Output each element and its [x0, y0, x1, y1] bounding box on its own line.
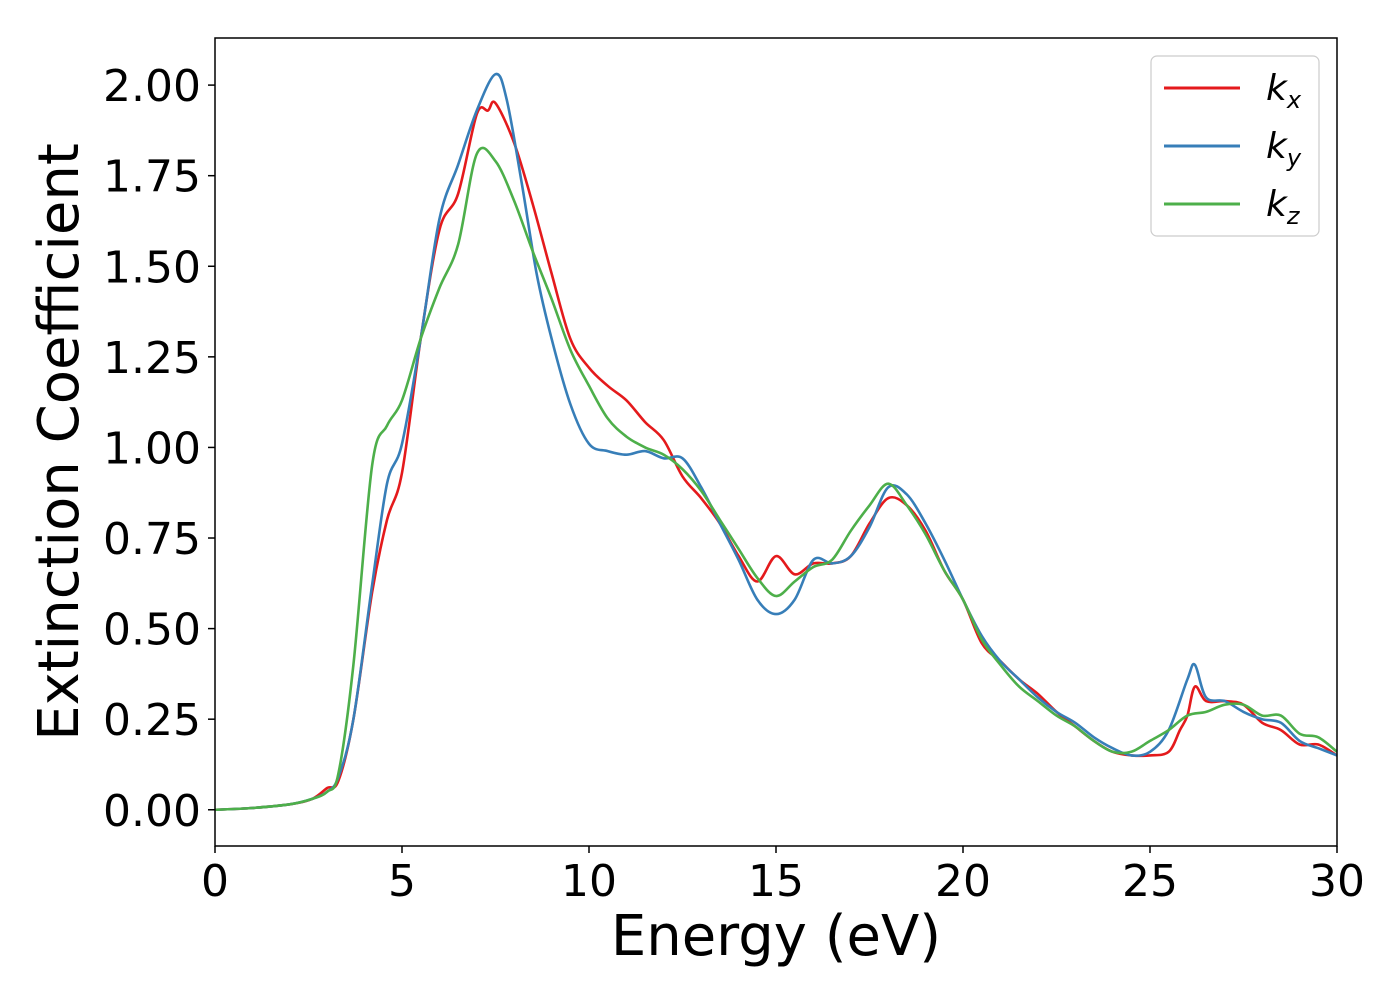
x-tick-label: 0 — [201, 856, 229, 907]
y-tick-label: 1.00 — [103, 423, 201, 474]
x-tick-label: 10 — [561, 856, 617, 907]
y-tick-label: 1.75 — [103, 152, 201, 203]
series-line-kz — [214, 146, 1338, 812]
y-axis: 0.00 0.25 0.50 0.75 1.00 1.25 1.50 1.75 2.00 — [103, 61, 215, 837]
y-tick-label: 0.00 — [103, 786, 201, 837]
x-axis: 0 5 10 15 20 25 30 — [201, 846, 1365, 907]
y-tick-label: 0.75 — [103, 514, 201, 565]
x-tick-label: 20 — [935, 856, 991, 907]
y-tick-label: 1.50 — [103, 242, 201, 293]
x-tick-label: 25 — [1122, 856, 1178, 907]
y-tick-label: 0.25 — [103, 695, 201, 746]
y-tick-label: 2.00 — [103, 61, 201, 112]
y-tick-label: 0.50 — [103, 605, 201, 656]
y-tick-label: 1.25 — [103, 333, 201, 384]
series-line-ky — [214, 72, 1338, 812]
x-tick-label: 5 — [388, 856, 416, 907]
x-tick-label: 30 — [1309, 856, 1365, 907]
x-axis-label: Energy (eV) — [611, 904, 941, 969]
series-layer — [214, 72, 1338, 812]
x-tick-label: 15 — [748, 856, 804, 907]
y-axis-label: Extinction Coefficient — [27, 143, 92, 741]
